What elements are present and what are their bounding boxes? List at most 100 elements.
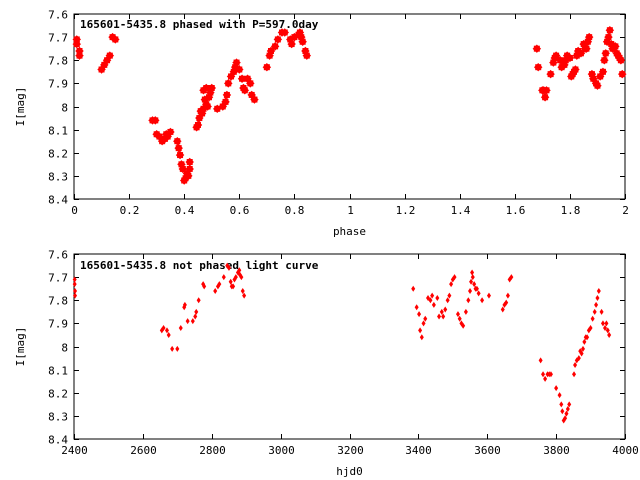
data-point-core	[205, 94, 212, 101]
data-point-core	[557, 57, 564, 64]
data-point-core	[230, 68, 237, 75]
data-point	[572, 371, 577, 378]
data-point-core	[550, 59, 557, 66]
data-point-core	[547, 71, 554, 78]
data-point	[468, 288, 473, 294]
y-tick-label: 7.9	[48, 78, 68, 91]
y-tick-label: 7.8	[48, 295, 68, 308]
data-point	[421, 320, 426, 327]
data-point	[231, 283, 236, 290]
data-point-core	[604, 38, 611, 45]
data-point	[213, 288, 218, 294]
data-point	[428, 297, 433, 304]
data-point-core	[106, 52, 113, 59]
x-tick-label: 4000	[612, 444, 639, 457]
data-point	[580, 345, 585, 352]
data-point	[417, 311, 422, 318]
data-point-core	[164, 133, 171, 140]
y-tick-label: 8.3	[48, 411, 68, 424]
data-point-core	[248, 91, 255, 98]
plot-title: 165601-5435.8 not phased light curve	[80, 259, 319, 272]
data-point-core	[281, 29, 288, 36]
data-point-core	[597, 73, 604, 80]
data-point-core	[112, 36, 119, 43]
data-point-core	[98, 66, 105, 73]
data-point	[548, 371, 553, 378]
data-point	[563, 415, 568, 422]
y-tick-label: 8.4	[48, 194, 68, 207]
y-tick-label: 8.3	[48, 171, 68, 184]
y-tick-label: 8.4	[48, 434, 68, 447]
data-point-core	[601, 57, 608, 64]
data-point-core	[203, 85, 210, 91]
x-tick-label: 3600	[474, 444, 501, 457]
data-point-core	[208, 85, 215, 91]
data-point-core	[73, 36, 80, 43]
data-point	[431, 301, 436, 308]
data-point-core	[232, 64, 239, 71]
data-point	[582, 338, 587, 345]
data-point	[557, 392, 562, 399]
data-point	[605, 327, 610, 334]
data-point	[594, 301, 599, 308]
data-point	[461, 322, 466, 329]
data-point-core	[186, 165, 193, 172]
data-point	[182, 301, 187, 308]
data-point	[193, 313, 198, 320]
data-point	[439, 308, 444, 315]
data-point-core	[177, 152, 184, 159]
data-point	[480, 297, 485, 304]
data-point	[240, 288, 245, 294]
data-point	[435, 294, 440, 301]
data-point	[486, 292, 491, 299]
data-point-core	[76, 52, 83, 59]
data-point-core	[247, 80, 254, 87]
unphased-light-curve-panel: 2400 2600 2800 3000 3200 3400 3600 3800 4000 7.6 7…	[14, 249, 639, 479]
data-point	[588, 325, 593, 331]
y-tick-label: 7.6	[48, 9, 68, 22]
data-point-core	[196, 115, 203, 122]
y-tick-label: 8.2	[48, 388, 68, 401]
data-point-core	[533, 45, 540, 52]
data-point-core	[201, 96, 208, 103]
data-point	[437, 313, 442, 320]
plot-frame	[73, 13, 626, 200]
data-point	[73, 292, 78, 299]
data-point	[596, 288, 601, 294]
data-point	[239, 274, 244, 281]
data-point-core	[594, 82, 601, 89]
data-point-core	[236, 66, 243, 73]
y-tick-label: 8	[61, 102, 68, 115]
data-point-core	[104, 57, 111, 64]
data-point	[504, 299, 509, 306]
data-point-core	[583, 45, 590, 52]
data-point-core	[288, 41, 295, 48]
data-point	[233, 274, 238, 281]
data-point-core	[572, 66, 579, 73]
data-point	[445, 297, 450, 304]
data-point-core	[543, 87, 550, 94]
data-point	[202, 283, 207, 290]
data-point	[455, 311, 460, 318]
data-point-core	[251, 96, 258, 103]
x-axis-label: phase	[333, 225, 366, 238]
x-tick-label: 1.8	[561, 204, 581, 217]
y-tick-label: 8	[61, 342, 68, 355]
data-point	[228, 278, 233, 285]
x-tick-label: 2800	[199, 444, 226, 457]
y-tick-label: 8.2	[48, 148, 68, 161]
x-tick-label: 0.2	[120, 204, 140, 217]
data-point-core	[298, 34, 305, 41]
data-point	[411, 285, 416, 292]
data-point	[472, 281, 477, 288]
data-point	[573, 362, 578, 368]
x-tick-label: 3000	[268, 444, 295, 457]
data-point	[565, 405, 570, 412]
data-point	[217, 281, 222, 288]
data-point	[560, 408, 565, 415]
data-point-core	[553, 52, 560, 59]
data-point	[414, 304, 419, 311]
data-point	[579, 350, 584, 357]
x-tick-label: 1.4	[451, 204, 471, 217]
data-point-core	[580, 41, 587, 48]
